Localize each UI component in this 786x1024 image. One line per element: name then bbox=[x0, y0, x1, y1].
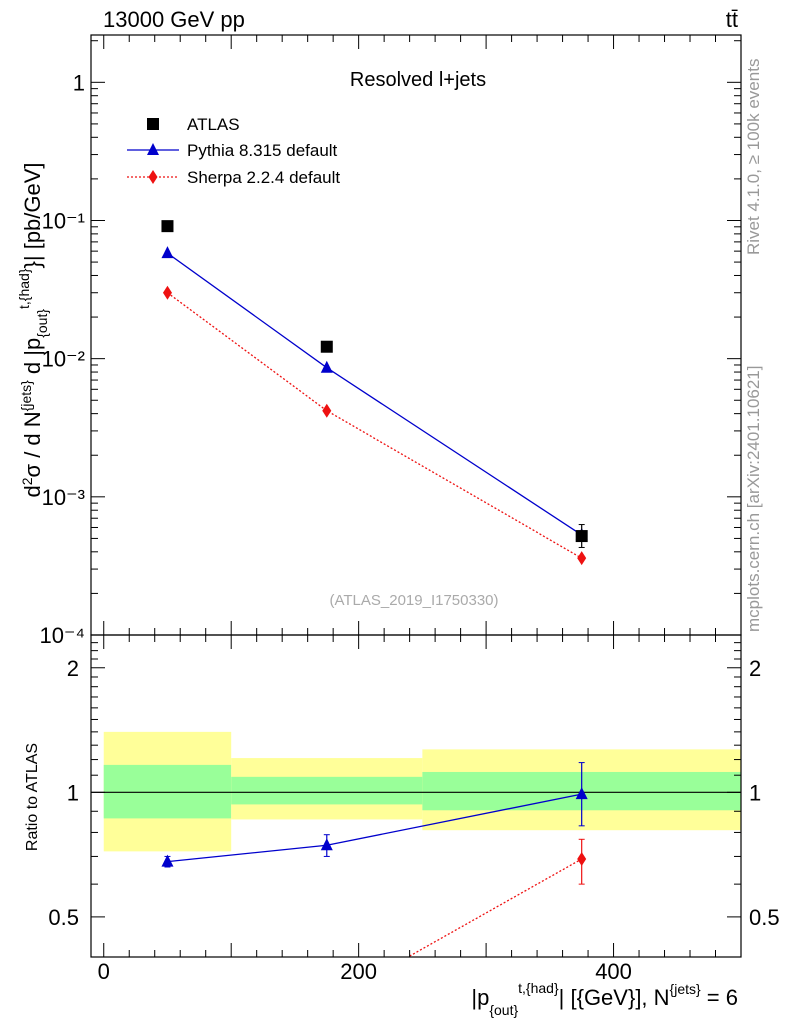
stat-uncertainty-band bbox=[231, 776, 423, 805]
y-tick-label: 10⁻³ bbox=[42, 485, 85, 510]
legend: ATLAS Pythia 8.315 default Sherpa 2.2.4 de… bbox=[127, 115, 340, 187]
sherpa-2-2-4-default-point bbox=[162, 285, 172, 300]
main-panel: Resolved l+jets (ATLAS_2019_I1750330) 10… bbox=[16, 34, 742, 648]
stat-uncertainty-band bbox=[103, 764, 232, 819]
ratio-y-axis-label: Ratio to ATLAS bbox=[24, 743, 41, 851]
pythia-8-315-default-ratio-point bbox=[320, 838, 333, 851]
rivet-label: Rivet 4.1.0, ≥ 100k events bbox=[744, 59, 763, 255]
atlas-point bbox=[161, 220, 174, 233]
atlas-point bbox=[320, 340, 333, 353]
legend-marker-pythia-8-315-default bbox=[147, 143, 159, 155]
main-title: Resolved l+jets bbox=[350, 69, 486, 91]
sherpa-2-2-4-default-point bbox=[322, 403, 332, 418]
ratio-y-tick-label-right: 1 bbox=[749, 780, 761, 805]
ratio-y-tick-label-right: 0.5 bbox=[749, 905, 780, 930]
ratio-panel: 0 200 400 0.5 0.5 1 1 2 2 Ratio to ATLAS |p{out}… bbox=[24, 634, 780, 1018]
pythia-8-315-default-point bbox=[320, 360, 333, 373]
svg-text:d2σ / d N{jets} d |p{out}t,{ha: d2σ / d N{jets} d |p{out}t,{had}}| [pb/G… bbox=[16, 162, 50, 497]
sherpa-2-2-4-default-point bbox=[577, 551, 587, 566]
svg-text:|p{out}t,{had}| [{GeV}], N{jet: |p{out}t,{had}| [{GeV}], N{jets} = 6 bbox=[471, 980, 738, 1018]
sherpa-2-2-4-default-ratio-point bbox=[577, 852, 587, 867]
ratio-y-tick-label: 2 bbox=[67, 656, 79, 681]
ratio-y-tick-label: 1 bbox=[67, 780, 79, 805]
main-y-axis-label: d2σ / d N{jets} d |p{out}t,{had}}| [pb/G… bbox=[16, 162, 50, 497]
sherpa-2-2-4-default-ratio-line bbox=[406, 858, 583, 957]
legend-label-sherpa-2-2-4-default: Sherpa 2.2.4 default bbox=[187, 168, 340, 187]
x-tick-label: 0 bbox=[98, 959, 110, 984]
process-label: tt̄ bbox=[726, 7, 738, 32]
x-tick-label: 200 bbox=[340, 959, 377, 984]
ratio-series-group bbox=[161, 762, 588, 957]
x-axis-label: |p{out}t,{had}| [{GeV}], N{jets} = 6 bbox=[471, 980, 738, 1018]
pythia-8-315-default-ratio-point bbox=[575, 787, 588, 800]
y-tick-label: 10⁻² bbox=[42, 347, 85, 372]
ratio-frame bbox=[90, 634, 742, 958]
atlas-point bbox=[575, 530, 588, 543]
ratio-y-tick-label: 0.5 bbox=[48, 905, 79, 930]
legend-label-atlas: ATLAS bbox=[187, 115, 240, 134]
y-tick-label: 1 bbox=[73, 70, 85, 95]
pythia-8-315-default-point bbox=[161, 246, 174, 259]
legend-label-pythia-8-315-default: Pythia 8.315 default bbox=[187, 141, 338, 160]
ratio-y-tick-label-right: 2 bbox=[749, 656, 761, 681]
beam-label: 13000 GeV pp bbox=[103, 7, 245, 32]
mcplots-label: mcplots.cern.ch [arXiv:2401.10621] bbox=[744, 366, 763, 632]
pythia-8-315-default-line bbox=[167, 252, 583, 536]
y-tick-label: 10⁻⁴ bbox=[39, 623, 85, 648]
analysis-ref: (ATLAS_2019_I1750330) bbox=[329, 592, 498, 609]
y-tick-label: 10⁻¹ bbox=[42, 208, 85, 233]
pythia-8-315-default-ratio-point bbox=[161, 854, 174, 867]
legend-marker-atlas bbox=[147, 118, 159, 130]
legend-marker-sherpa-2-2-4-default bbox=[148, 170, 158, 184]
x-tick-label: 400 bbox=[595, 959, 632, 984]
sherpa-2-2-4-default-line bbox=[167, 292, 583, 559]
